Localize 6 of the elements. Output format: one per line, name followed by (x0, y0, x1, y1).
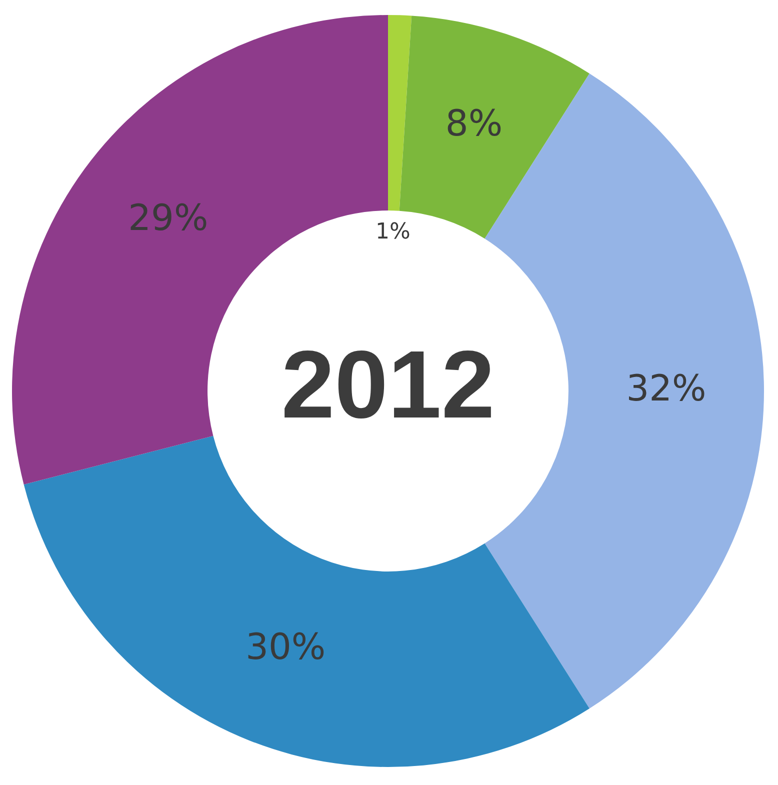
data-label: 29% (128, 198, 208, 239)
data-label: 30% (246, 627, 326, 668)
data-label: 32% (626, 368, 706, 410)
text: 2012 (281, 331, 495, 438)
data-label: 1% (376, 219, 410, 244)
data-label: 8% (445, 104, 503, 145)
